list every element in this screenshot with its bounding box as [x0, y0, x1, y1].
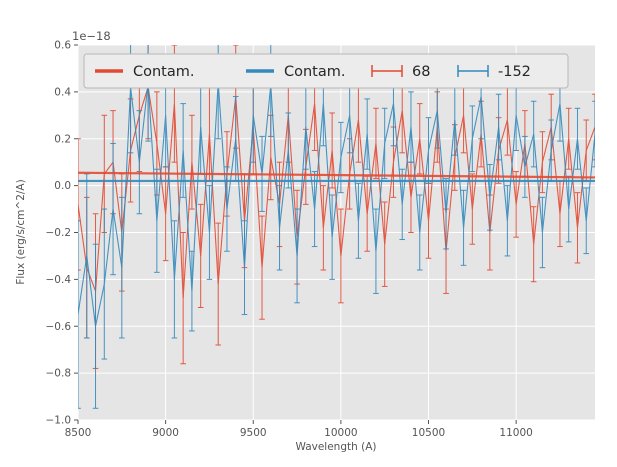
plot-layer: 8500 9000 9500 10000 10500 11000 −1.0 −0.8 −0.6 −… [46, 40, 595, 439]
x-tick-label: 8500 [65, 427, 92, 439]
x-tick-label: 9000 [152, 427, 179, 439]
x-axis-title: Wavelength (A) [295, 441, 376, 453]
series-line [78, 87, 595, 299]
y-axis-title: Flux (erg/s/cm^2/A) [15, 179, 27, 284]
series-contam-line [78, 171, 595, 179]
legend-entry: -152 [457, 64, 531, 80]
legend-entry: Contam. [95, 64, 195, 80]
legend-label: -152 [498, 64, 531, 80]
legend: Contam. Contam. 68 -152 [83, 53, 569, 89]
y-tick-label: 0.0 [54, 180, 71, 192]
y-tick-label: −0.6 [46, 321, 72, 333]
y-axis-offset-label: 1e−18 [72, 29, 111, 43]
legend-label: Contam. [284, 64, 346, 80]
series-line [78, 82, 595, 327]
y-tick-label: 0.6 [54, 40, 71, 52]
y-tick-label: −0.8 [46, 368, 72, 380]
legend-label: Contam. [133, 64, 195, 80]
x-tick-label: 10000 [324, 427, 357, 439]
y-tick-label: −0.4 [46, 274, 72, 286]
x-tick-label: 11000 [499, 427, 532, 439]
x-tick-label: 9500 [240, 427, 267, 439]
legend-box [83, 53, 569, 89]
contam-line [78, 171, 595, 179]
legend-entry: 68 [371, 64, 430, 80]
y-tick-label: −0.2 [46, 227, 72, 239]
x-tick-label: 10500 [412, 427, 445, 439]
series-68-errorbar [78, 45, 595, 369]
legend-entry: Contam. [246, 64, 346, 80]
y-tick-label: 0.4 [54, 86, 71, 98]
y-tick-label: 0.2 [54, 133, 71, 145]
y-tick-label: −1.0 [46, 415, 72, 427]
legend-label: 68 [412, 64, 430, 80]
